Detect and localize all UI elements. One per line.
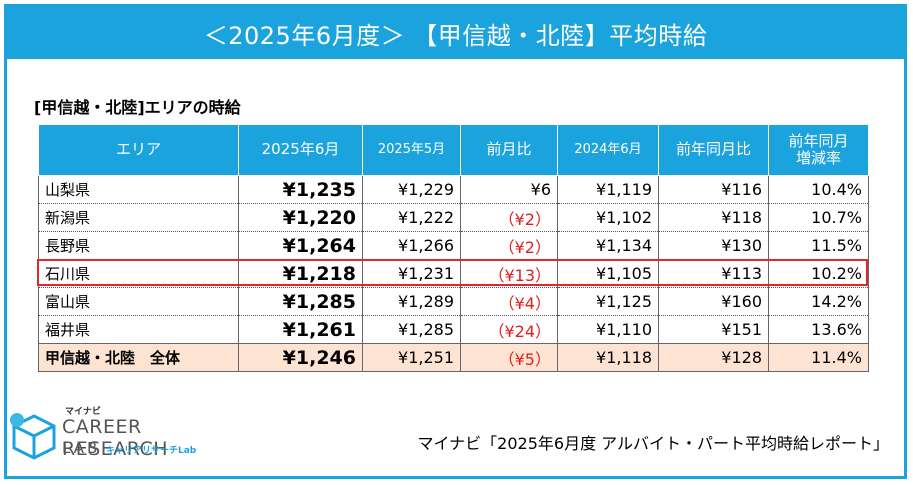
table-caption: [甲信越・北陸]エリアの時給 — [34, 98, 241, 117]
col-header-area: エリア — [38, 124, 239, 176]
mom-cell: （¥2） — [460, 203, 558, 232]
rate-cell: 10.2% — [768, 259, 869, 288]
jun2025-cell: ¥1,261 — [238, 315, 363, 344]
rate-cell: 11.5% — [768, 231, 869, 260]
col-header-rate-line: 前年同月 — [788, 131, 849, 150]
col-header-may2025: 2025年5月 — [362, 124, 461, 176]
col-header-jun2024: 2024年6月 — [557, 124, 659, 176]
may2025-cell: ¥1,285 — [362, 315, 461, 344]
table-row: 富山県 ¥1,285 ¥1,289 （¥4） ¥1,125 ¥160 14.2% — [38, 287, 869, 316]
mom-cell: （¥5） — [460, 343, 558, 372]
wage-table: エリア 2025年6月 2025年5月 前月比 2024年6月 前年同月比 前年… — [38, 124, 869, 372]
may2025-cell: ¥1,222 — [362, 203, 461, 232]
career-research-lab-logo: マイナビ CAREER RESEARCH LAB キャリアリサーチLab — [8, 404, 238, 464]
jun2024-cell: ¥1,110 — [557, 315, 659, 344]
mom-cell: ¥6 — [460, 175, 558, 204]
table-header-row: エリア 2025年6月 2025年5月 前月比 2024年6月 前年同月比 前年… — [38, 124, 869, 176]
jun2024-cell: ¥1,119 — [557, 175, 659, 204]
source-citation: マイナビ「2025年6月度 アルバイト・パート平均時給レポート」 — [417, 434, 889, 453]
jun2025-cell: ¥1,246 — [238, 343, 363, 372]
yoy-cell: ¥113 — [658, 259, 769, 288]
may2025-cell: ¥1,289 — [362, 287, 461, 316]
logo-lab-text: LAB — [62, 439, 101, 457]
logo-sub-text: キャリアリサーチLab — [106, 446, 197, 456]
table-row: 山梨県 ¥1,235 ¥1,229 ¥6 ¥1,119 ¥116 10.4% — [38, 175, 869, 204]
may2025-cell: ¥1,251 — [362, 343, 461, 372]
mom-cell: （¥24） — [460, 315, 558, 344]
jun2025-cell: ¥1,264 — [238, 231, 363, 260]
area-cell: 富山県 — [38, 287, 239, 316]
area-cell: 石川県 — [38, 259, 239, 288]
jun2024-cell: ¥1,102 — [557, 203, 659, 232]
may2025-cell: ¥1,266 — [362, 231, 461, 260]
jun2025-cell: ¥1,285 — [238, 287, 363, 316]
col-header-rate-line: 増減率 — [795, 149, 841, 167]
jun2024-cell: ¥1,105 — [557, 259, 659, 288]
col-header-mom: 前月比 — [460, 124, 558, 176]
may2025-cell: ¥1,231 — [362, 259, 461, 288]
col-header-jun2025: 2025年6月 — [238, 124, 363, 176]
jun2024-cell: ¥1,125 — [557, 287, 659, 316]
yoy-cell: ¥118 — [658, 203, 769, 232]
table-row: 新潟県 ¥1,220 ¥1,222 （¥2） ¥1,102 ¥118 10.7% — [38, 203, 869, 232]
yoy-cell: ¥160 — [658, 287, 769, 316]
jun2024-cell: ¥1,134 — [557, 231, 659, 260]
rate-cell: 10.4% — [768, 175, 869, 204]
jun2025-cell: ¥1,218 — [238, 259, 363, 288]
logo-main-text: CAREER RESEARCH — [62, 416, 169, 460]
yoy-cell: ¥151 — [658, 315, 769, 344]
rate-cell: 11.4% — [768, 343, 869, 372]
rate-cell: 14.2% — [768, 287, 869, 316]
logo-brand-label: マイナビ — [65, 407, 101, 417]
area-cell: 新潟県 — [38, 203, 239, 232]
rate-cell: 10.7% — [768, 203, 869, 232]
yoy-cell: ¥130 — [658, 231, 769, 260]
col-header-yoy: 前年同月比 — [658, 124, 769, 176]
jun2025-cell: ¥1,220 — [238, 203, 363, 232]
jun2025-cell: ¥1,235 — [238, 175, 363, 204]
page-title: ＜2025年6月度＞ 【甲信越・北陸】平均時給 — [7, 7, 904, 59]
may2025-cell: ¥1,229 — [362, 175, 461, 204]
area-cell: 長野県 — [38, 231, 239, 260]
rate-cell: 13.6% — [768, 315, 869, 344]
mom-cell: （¥4） — [460, 287, 558, 316]
mom-cell: （¥2） — [460, 231, 558, 260]
table-row: 石川県 ¥1,218 ¥1,231 （¥13） ¥1,105 ¥113 10.2% — [38, 259, 869, 288]
area-cell: 甲信越・北陸 全体 — [38, 343, 239, 372]
cube-logo-icon — [10, 413, 56, 460]
table-row: 長野県 ¥1,264 ¥1,266 （¥2） ¥1,134 ¥130 11.5% — [38, 231, 869, 260]
table-total-row: 甲信越・北陸 全体 ¥1,246 ¥1,251 （¥5） ¥1,118 ¥128 11.4% — [38, 343, 869, 372]
col-header-rate: 前年同月 増減率 — [768, 124, 869, 176]
area-cell: 山梨県 — [38, 175, 239, 204]
mom-cell: （¥13） — [460, 259, 558, 288]
yoy-cell: ¥116 — [658, 175, 769, 204]
area-cell: 福井県 — [38, 315, 239, 344]
table-row: 福井県 ¥1,261 ¥1,285 （¥24） ¥1,110 ¥151 13.6% — [38, 315, 869, 344]
table-body: 山梨県 ¥1,235 ¥1,229 ¥6 ¥1,119 ¥116 10.4% 新潟県 ¥1,22… — [38, 175, 869, 372]
jun2024-cell: ¥1,118 — [557, 343, 659, 372]
yoy-cell: ¥128 — [658, 343, 769, 372]
